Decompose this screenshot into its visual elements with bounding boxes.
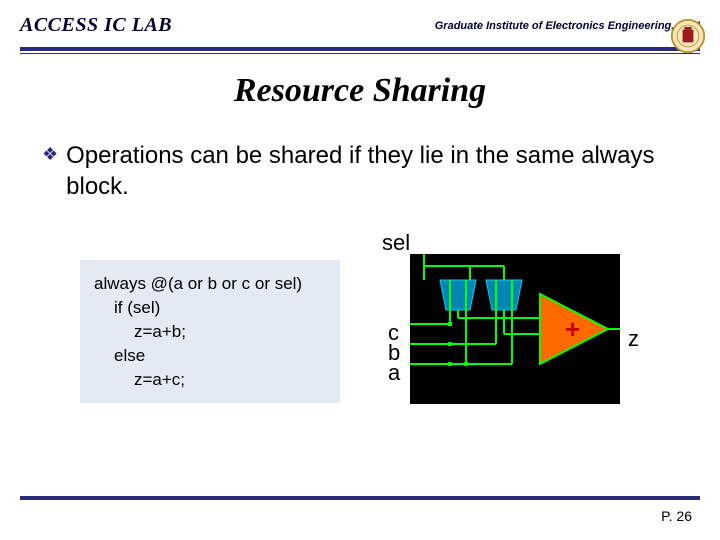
svg-text:+: +: [565, 314, 580, 344]
lab-name: ACCESS IC LAB: [20, 14, 172, 37]
header-rule-thin: [20, 53, 700, 54]
label-a: a: [388, 360, 400, 386]
code-line: if (sel): [94, 296, 326, 320]
diamond-bullet-icon: ❖: [42, 144, 58, 165]
page-number: P. 26: [661, 508, 692, 524]
code-line: else: [94, 344, 326, 368]
code-line: always @(a or b or c or sel): [94, 272, 326, 296]
bullet-item: ❖ Operations can be shared if they lie i…: [42, 140, 660, 202]
bullet-text: Operations can be shared if they lie in …: [66, 140, 660, 202]
code-line: z=a+b;: [94, 320, 326, 344]
ntu-logo-icon: [670, 18, 706, 54]
slide-title: Resource Sharing: [0, 72, 720, 110]
code-line: z=a+c;: [94, 368, 326, 392]
label-sel: sel: [382, 230, 410, 256]
code-block: always @(a or b or c or sel) if (sel) z=…: [80, 260, 340, 403]
footer-rule: [20, 496, 700, 500]
label-z: z: [628, 326, 639, 352]
institute-name: Graduate Institute of Electronics Engine…: [435, 20, 700, 32]
header-rule-thick: [20, 47, 700, 51]
circuit-svg: +: [410, 254, 620, 404]
